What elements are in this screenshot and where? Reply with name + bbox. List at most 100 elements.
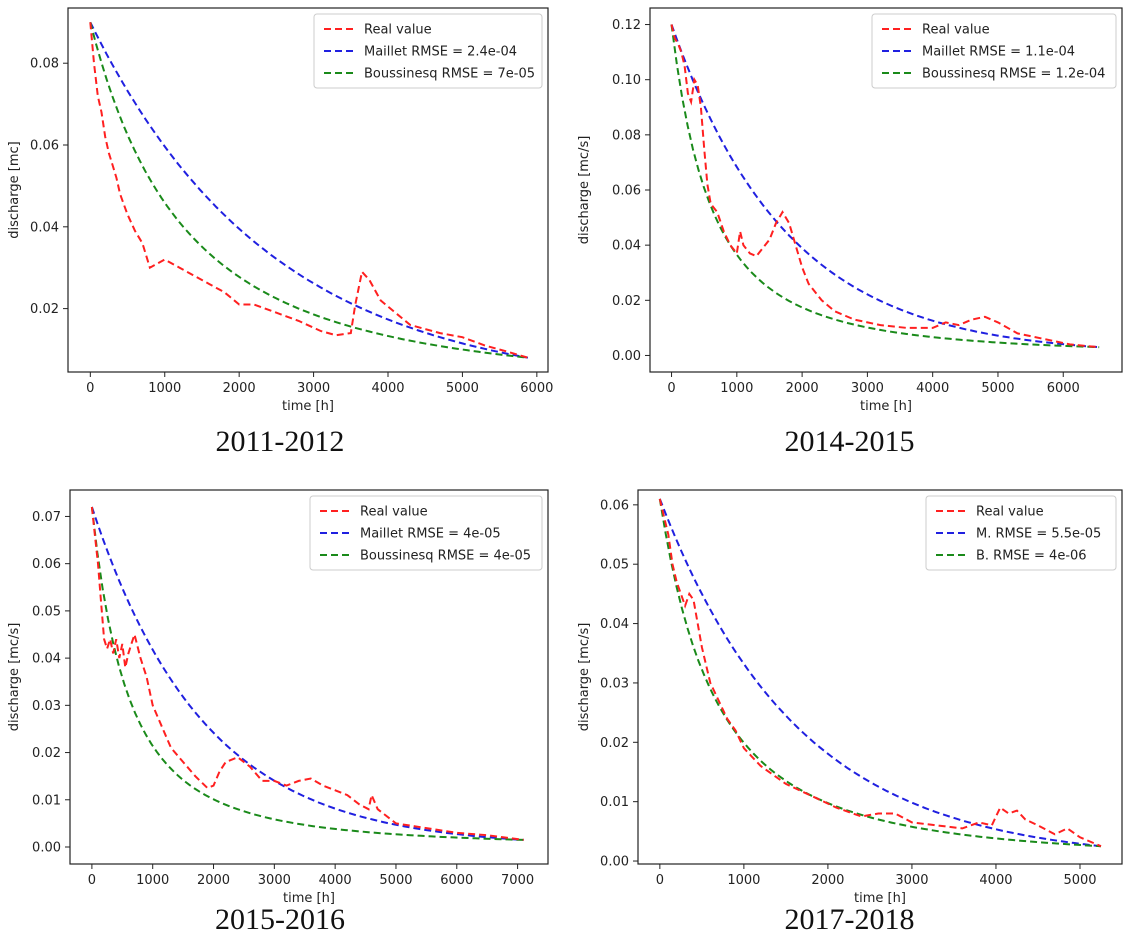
y-tick-label: 0.05 — [32, 604, 61, 619]
y-tick-label: 0.02 — [32, 746, 61, 761]
x-tick-label: 4000 — [916, 381, 949, 396]
legend-label: Maillet RMSE = 1.1e-04 — [922, 45, 1075, 60]
x-tick-label: 5000 — [981, 381, 1014, 396]
y-tick-label: 0.07 — [32, 510, 61, 525]
y-tick-label: 0.03 — [600, 676, 629, 691]
y-tick-label: 0.00 — [600, 855, 629, 870]
legend-label: Real value — [922, 23, 990, 38]
x-tick-label: 2000 — [223, 381, 256, 396]
legend-label: M. RMSE = 5.5e-05 — [976, 527, 1101, 542]
x-axis-label: time [h] — [854, 891, 906, 906]
chart-panel-2015-2016: 0 1000 2000 3000 4000 5000 6000 7000 0.00 0.01 0.0… — [0, 480, 560, 946]
legend: Real value Maillet RMSE = 4e-05 Boussinesq… — [309, 495, 543, 571]
y-tick-label: 0.04 — [30, 220, 59, 235]
plot-area — [658, 498, 1102, 848]
legend-label: Boussinesq RMSE = 1.2e-04 — [922, 67, 1105, 82]
x-axis-label: time [h] — [283, 891, 335, 906]
real-value-line — [90, 506, 524, 841]
real-value-line — [89, 22, 529, 359]
legend-label: Real value — [976, 505, 1044, 520]
legend: Real value M. RMSE = 5.5e-05 B. RMSE = 4e-… — [925, 495, 1117, 571]
y-tick-label: 0.00 — [612, 349, 641, 364]
y-axis-label: discharge [mc/s] — [577, 623, 592, 732]
legend: Real value Maillet RMSE = 2.4e-04 Boussine… — [313, 13, 543, 89]
x-tick-label: 4000 — [979, 873, 1012, 888]
x-tick-label: 2000 — [811, 873, 844, 888]
y-tick-label: 0.05 — [600, 558, 629, 573]
x-tick-label: 5000 — [379, 873, 412, 888]
legend-label: Boussinesq RMSE = 4e-05 — [360, 549, 531, 564]
plot-area — [670, 24, 1100, 349]
y-tick-label: 0.12 — [612, 18, 641, 33]
x-tick-label: 0 — [86, 381, 94, 396]
legend: Real value Maillet RMSE = 1.1e-04 Boussine… — [871, 13, 1117, 89]
y-tick-label: 0.06 — [32, 557, 61, 572]
x-tick-label: 4000 — [371, 381, 404, 396]
axes-frame — [69, 489, 549, 865]
y-tick-label: 0.06 — [600, 498, 629, 513]
legend-box — [313, 13, 543, 89]
boussinesq-line — [89, 22, 529, 359]
y-tick-label: 0.10 — [612, 73, 641, 88]
chart-2011-2012: 0 1000 2000 3000 4000 5000 6000 0.02 0.04 0.06 0.0… — [7, 7, 553, 414]
legend-label: Real value — [360, 505, 428, 520]
chart-caption: 2014-2015 — [784, 425, 915, 458]
x-tick-label: 2000 — [786, 381, 819, 396]
chart-caption: 2011-2012 — [215, 425, 345, 458]
y-tick-label: 0.01 — [600, 795, 629, 810]
y-tick-label: 0.02 — [612, 294, 641, 309]
y-tick-label: 0.06 — [612, 184, 641, 199]
chart-2014-2015: 0 1000 2000 3000 4000 5000 6000 0.00 0.02 0.04 0.0… — [577, 7, 1123, 414]
plot-area — [90, 506, 524, 841]
x-tick-label: 1000 — [720, 381, 753, 396]
chart-panel-2017-2018: 0 1000 2000 3000 4000 5000 0.00 0.01 0.02 0.03 0.0… — [570, 480, 1129, 946]
x-tick-label: 0 — [667, 381, 675, 396]
chart-panel-2011-2012: 0 1000 2000 3000 4000 5000 6000 0.02 0.04 0.06 0.0… — [0, 0, 560, 470]
plot-area — [89, 21, 529, 359]
chart-2015-2016: 0 1000 2000 3000 4000 5000 6000 7000 0.00 0.01 0.0… — [7, 489, 549, 906]
x-tick-label: 0 — [656, 873, 664, 888]
x-axis-label: time [h] — [860, 399, 912, 414]
x-tick-label: 0 — [88, 873, 96, 888]
y-tick-label: 0.08 — [612, 128, 641, 143]
chart-panel-2014-2015: 0 1000 2000 3000 4000 5000 6000 0.00 0.02 0.04 0.0… — [570, 0, 1129, 470]
axes-frame — [637, 489, 1123, 865]
chart-caption: 2015-2016 — [215, 903, 345, 936]
y-axis-label: discharge [mc] — [7, 141, 22, 238]
y-tick-label: 0.01 — [32, 793, 61, 808]
maillet-line — [658, 498, 1102, 848]
x-tick-label: 5000 — [1063, 873, 1096, 888]
legend-box — [871, 13, 1117, 89]
chart-caption: 2017-2018 — [784, 903, 915, 936]
y-tick-label: 0.08 — [30, 57, 59, 72]
x-tick-label: 1000 — [136, 873, 169, 888]
x-tick-label: 6000 — [440, 873, 473, 888]
y-tick-label: 0.00 — [32, 841, 61, 856]
x-tick-label: 3000 — [895, 873, 928, 888]
y-axis-label: discharge [mc/s] — [577, 136, 592, 245]
y-tick-label: 0.04 — [600, 617, 629, 632]
y-tick-label: 0.06 — [30, 139, 59, 154]
legend-box — [309, 495, 543, 571]
x-axis-label: time [h] — [282, 399, 334, 414]
axes-frame — [67, 7, 549, 373]
x-tick-label: 4000 — [319, 873, 352, 888]
chart-2017-2018: 0 1000 2000 3000 4000 5000 0.00 0.01 0.02 0.03 0.0… — [577, 489, 1123, 906]
legend-box — [925, 495, 1117, 571]
legend-label: Boussinesq RMSE = 7e-05 — [364, 67, 535, 82]
real-value-line — [670, 24, 1100, 349]
y-tick-label: 0.04 — [32, 652, 61, 667]
x-tick-label: 1000 — [148, 381, 181, 396]
legend-label: Maillet RMSE = 2.4e-04 — [364, 45, 517, 60]
y-tick-label: 0.02 — [30, 302, 59, 317]
legend-label: Maillet RMSE = 4e-05 — [360, 527, 501, 542]
x-tick-label: 3000 — [851, 381, 884, 396]
legend-label: B. RMSE = 4e-06 — [976, 549, 1087, 564]
x-tick-label: 5000 — [446, 381, 479, 396]
legend-label: Real value — [364, 23, 432, 38]
x-tick-label: 3000 — [258, 873, 291, 888]
x-tick-label: 7000 — [501, 873, 534, 888]
y-tick-label: 0.02 — [600, 736, 629, 751]
x-tick-label: 6000 — [520, 381, 553, 396]
real-value-line — [658, 498, 1102, 848]
